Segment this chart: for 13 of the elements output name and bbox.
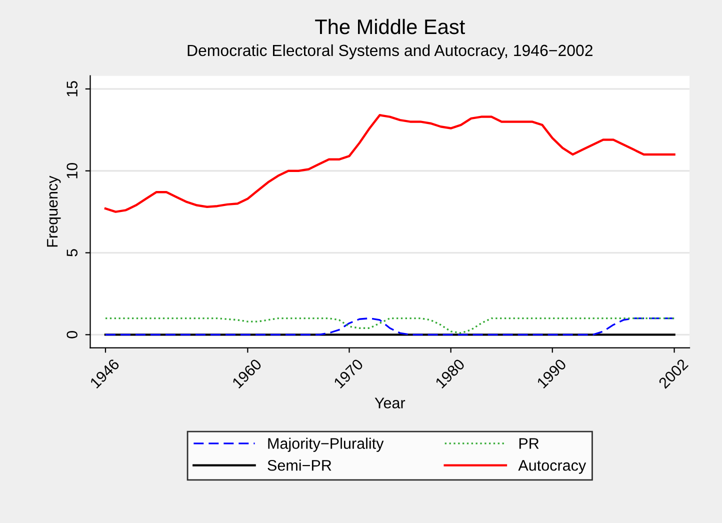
- legend-label: Autocracy: [518, 460, 586, 474]
- legend-label: Semi−PR: [268, 460, 332, 471]
- legend-label: Majority−Plurality: [268, 438, 384, 452]
- chart-subtitle: Democratic Electoral Systems and Autocracy, 1946−2002: [188, 44, 592, 60]
- y-tick-label: 0: [66, 331, 78, 338]
- y-tick-label: 5: [66, 249, 78, 256]
- y-tick-label: 10: [66, 162, 78, 178]
- y-tick-label: 15: [66, 81, 78, 96]
- line-series: [104, 114, 676, 213]
- chart-title: The Middle East: [315, 18, 465, 34]
- x-axis-title: Year: [374, 398, 406, 408]
- y-axis-title: Frequency: [47, 176, 61, 247]
- legend-label: PR: [519, 438, 539, 449]
